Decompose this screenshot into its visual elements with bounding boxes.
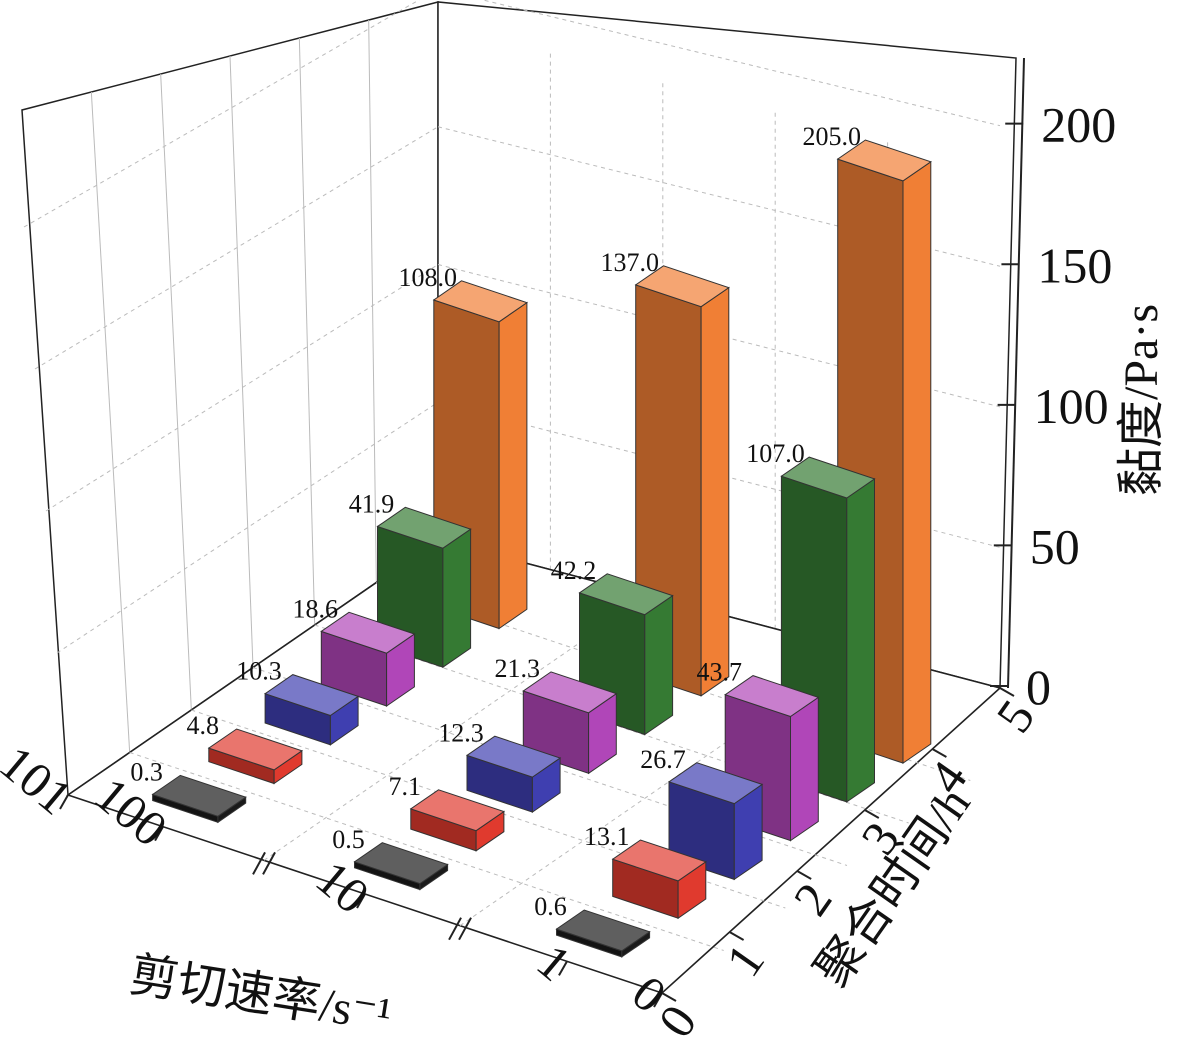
bar-top-face xyxy=(611,839,707,882)
bar-side-face xyxy=(790,696,819,842)
x-tick xyxy=(154,826,164,842)
bar-value-label: 0.3 xyxy=(130,757,163,786)
bar-4-0 xyxy=(376,506,472,669)
bar-value-label: 43.7 xyxy=(696,658,742,687)
x-tick xyxy=(653,992,663,1008)
bar-value-label: 18.6 xyxy=(293,594,339,623)
bar-value-label: 7.1 xyxy=(389,772,422,801)
y-tick xyxy=(931,748,947,758)
bar-top-face xyxy=(780,456,876,499)
bar-2-1 xyxy=(465,735,562,814)
bar-value-label: 205.0 xyxy=(802,122,861,151)
bar-0-0 xyxy=(151,774,247,824)
y-tick xyxy=(661,992,677,1002)
y-tick xyxy=(864,809,880,819)
left-wall-gridline xyxy=(229,55,254,668)
bar-side-face xyxy=(644,594,674,736)
bar-side-face xyxy=(700,286,730,697)
bar-value-label: 4.8 xyxy=(187,711,220,740)
axis-break xyxy=(448,917,462,941)
bar-2-0 xyxy=(263,674,360,746)
bar-layer xyxy=(151,139,932,958)
floor-gridline xyxy=(129,752,724,951)
bar-top-face xyxy=(320,611,416,654)
x-tick xyxy=(59,794,69,810)
z-tick-label: 150 xyxy=(1037,237,1112,293)
y-tick-label: 0 xyxy=(647,995,707,1048)
bar-top-face xyxy=(353,842,449,885)
bar-top-face xyxy=(376,506,472,549)
bar-value-label: 10.3 xyxy=(236,657,282,686)
left-wall-z-gridline xyxy=(34,126,439,370)
bar-top-face xyxy=(409,789,506,832)
bar-top-face xyxy=(836,139,932,182)
bar-value-label: 26.7 xyxy=(640,745,686,774)
z-tick-label: 0 xyxy=(1026,659,1051,715)
bar-value-label: 41.9 xyxy=(349,489,395,518)
bar-top-face xyxy=(724,675,820,718)
bar-top-face xyxy=(207,728,304,771)
z-tick-label: 100 xyxy=(1034,378,1109,434)
floor-gridline xyxy=(263,604,635,861)
y-tick-label: 2 xyxy=(782,873,842,926)
left-wall-gridline xyxy=(160,73,192,711)
bar-value-label: 42.2 xyxy=(551,556,597,585)
left-wall-gridline xyxy=(368,19,377,583)
bar-top-face xyxy=(578,573,674,616)
y-tick-label: 1 xyxy=(715,934,775,987)
y-tick xyxy=(999,687,1015,697)
bar-value-label: 0.5 xyxy=(332,825,365,854)
bar-side-face xyxy=(846,477,875,803)
back-wall-z-gridline xyxy=(480,0,1001,127)
bar-top-face xyxy=(263,674,360,717)
x-axis-title: 剪切速率/s⁻¹ xyxy=(126,949,395,1043)
bar-3-1 xyxy=(522,671,618,775)
y-tick xyxy=(729,931,745,941)
bar-top-face xyxy=(555,909,651,952)
bar-0-2 xyxy=(555,909,651,958)
bar-1-2 xyxy=(611,839,707,920)
bar-top-face xyxy=(465,735,562,778)
bar-side-face xyxy=(902,160,932,765)
left-wall-gridline xyxy=(298,37,316,626)
bar-value-label: 107.0 xyxy=(746,439,805,468)
bar-top-face xyxy=(522,671,618,714)
bar-top-face xyxy=(151,774,247,817)
bar-1-0 xyxy=(207,728,304,785)
axis-break xyxy=(262,851,276,875)
floor-gridline xyxy=(459,670,831,927)
bar-value-label: 137.0 xyxy=(600,248,659,277)
z-axis-title: 黏度/Pa·s xyxy=(1115,304,1168,496)
bar-value-label: 12.3 xyxy=(438,718,484,747)
bar-value-label: 0.6 xyxy=(534,892,567,921)
z-tick-label: 50 xyxy=(1030,518,1080,574)
x-tick xyxy=(356,893,366,909)
bar-value-label: 13.1 xyxy=(584,822,630,851)
bar-value-label: 108.0 xyxy=(399,263,458,292)
bar-1-1 xyxy=(409,789,506,852)
bar-side-face xyxy=(442,528,472,669)
axis-break xyxy=(458,917,472,941)
bar-3-0 xyxy=(320,611,416,707)
left-wall-z-gridline xyxy=(45,264,439,512)
left-wall-gridline xyxy=(90,91,131,753)
bar-top-face xyxy=(634,265,730,308)
bar-0-1 xyxy=(353,842,449,891)
bar-value-label: 21.3 xyxy=(495,654,541,683)
x-tick xyxy=(558,960,568,976)
z-axis-line xyxy=(1007,57,1025,689)
z-tick-label: 200 xyxy=(1041,97,1116,153)
y-tick xyxy=(796,870,812,880)
bar-top-face xyxy=(667,762,764,805)
bar-top-face xyxy=(432,280,529,323)
axis-break xyxy=(252,851,266,875)
bar-side-face xyxy=(498,301,528,630)
